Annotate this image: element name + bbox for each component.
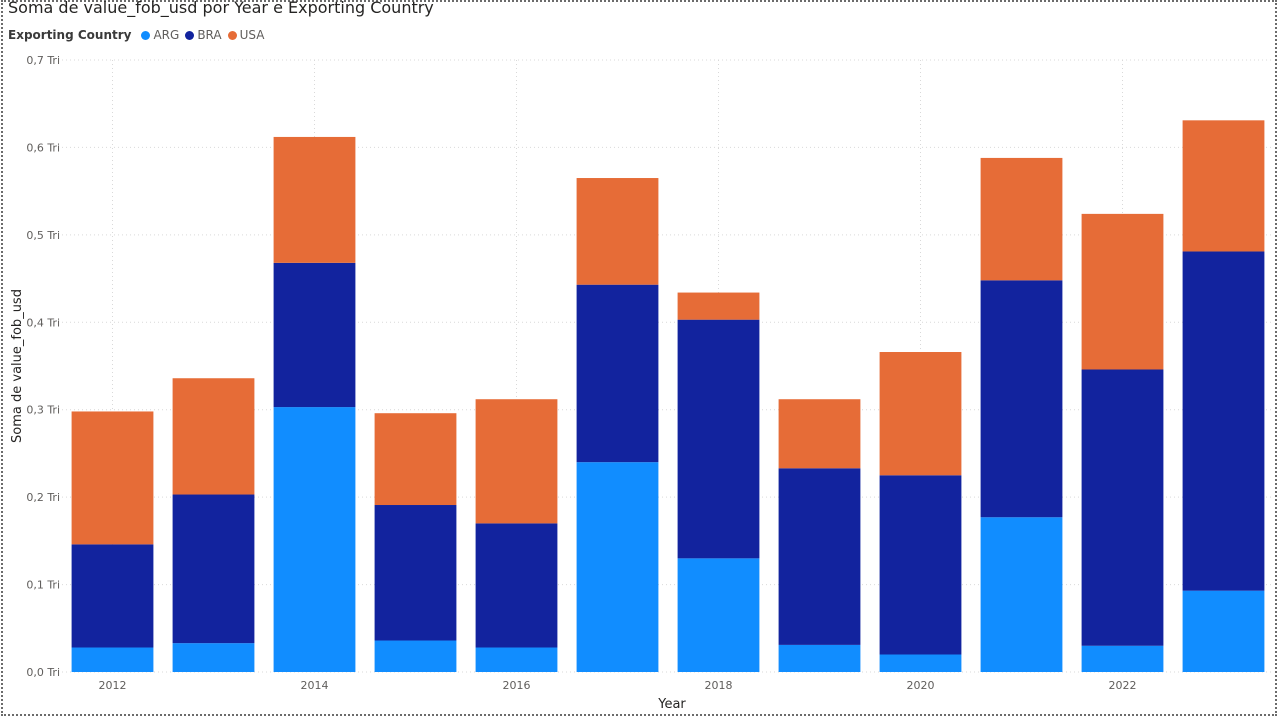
legend-label-arg: ARG (153, 28, 180, 42)
bar-arg-2017[interactable] (576, 462, 659, 672)
bar-bra-2014[interactable] (273, 262, 356, 408)
bar-bra-2021[interactable] (980, 280, 1063, 518)
y-tick-label: 0,1 Tri (26, 579, 60, 592)
bars (71, 120, 1265, 672)
bar-arg-2019[interactable] (778, 644, 861, 672)
legend-dot-usa (227, 30, 237, 40)
legend: Exporting Country ARG BRA USA (8, 28, 270, 42)
chart-title: Soma de value_fob_usd por Year e Exporti… (8, 0, 434, 17)
x-tick-label: 2018 (705, 679, 733, 692)
bar-usa-2017[interactable] (576, 178, 659, 285)
y-tick-label: 0,7 Tri (26, 54, 60, 67)
bar-arg-2015[interactable] (374, 640, 457, 672)
bar-bra-2012[interactable] (71, 544, 154, 648)
bar-bra-2018[interactable] (677, 319, 760, 559)
bar-bra-2022[interactable] (1081, 369, 1164, 646)
legend-dot-bra (185, 30, 195, 40)
bar-usa-2021[interactable] (980, 157, 1063, 281)
y-axis-title: Soma de value_fob_usd (10, 289, 25, 443)
y-tick-label: 0,5 Tri (26, 229, 60, 242)
bar-arg-2018[interactable] (677, 558, 760, 672)
bar-usa-2014[interactable] (273, 136, 356, 263)
bar-bra-2020[interactable] (879, 475, 962, 655)
bar-arg-2016[interactable] (475, 647, 558, 672)
x-tick-label: 2016 (503, 679, 531, 692)
x-axis-ticks: 2012 2014 2016 2018 2020 2022 (99, 679, 1137, 692)
bar-arg-2021[interactable] (980, 517, 1063, 672)
y-tick-label: 0,4 Tri (26, 316, 60, 329)
x-tick-label: 2020 (907, 679, 935, 692)
bar-bra-2019[interactable] (778, 468, 861, 645)
bar-bra-2015[interactable] (374, 505, 457, 641)
bar-bra-2017[interactable] (576, 284, 659, 463)
bar-arg-2023[interactable] (1182, 590, 1265, 672)
bar-bra-2013[interactable] (172, 494, 255, 644)
bar-arg-2012[interactable] (71, 647, 154, 672)
y-tick-label: 0,3 Tri (26, 404, 60, 417)
bar-usa-2012[interactable] (71, 411, 154, 545)
bar-arg-2013[interactable] (172, 643, 255, 672)
y-tick-label: 0,0 Tri (26, 666, 60, 679)
bar-usa-2022[interactable] (1081, 213, 1164, 370)
legend-label-bra: BRA (197, 28, 222, 42)
bar-arg-2022[interactable] (1081, 645, 1164, 672)
legend-title: Exporting Country (8, 28, 132, 42)
bar-usa-2020[interactable] (879, 352, 962, 476)
x-axis-title: Year (657, 697, 686, 712)
bar-usa-2019[interactable] (778, 399, 861, 469)
legend-item-usa[interactable]: USA (227, 28, 265, 42)
legend-label-usa: USA (239, 28, 265, 42)
bar-arg-2020[interactable] (879, 654, 962, 672)
bar-usa-2013[interactable] (172, 378, 255, 495)
legend-item-bra[interactable]: BRA (185, 28, 222, 42)
legend-dot-arg (141, 30, 151, 40)
x-tick-label: 2012 (99, 679, 127, 692)
bar-arg-2014[interactable] (273, 407, 356, 672)
legend-item-arg[interactable]: ARG (141, 28, 179, 42)
bar-bra-2016[interactable] (475, 523, 558, 648)
y-tick-label: 0,6 Tri (26, 141, 60, 154)
x-tick-label: 2022 (1109, 679, 1137, 692)
y-tick-label: 0,2 Tri (26, 491, 60, 504)
bar-bra-2023[interactable] (1182, 251, 1265, 591)
bar-usa-2023[interactable] (1182, 120, 1265, 252)
y-axis-ticks: 0,0 Tri 0,1 Tri 0,2 Tri 0,3 Tri 0,4 Tri 0,5 T… (26, 54, 60, 679)
bar-usa-2015[interactable] (374, 413, 457, 506)
bar-usa-2018[interactable] (677, 292, 760, 320)
bar-usa-2016[interactable] (475, 399, 558, 524)
x-tick-label: 2014 (301, 679, 329, 692)
